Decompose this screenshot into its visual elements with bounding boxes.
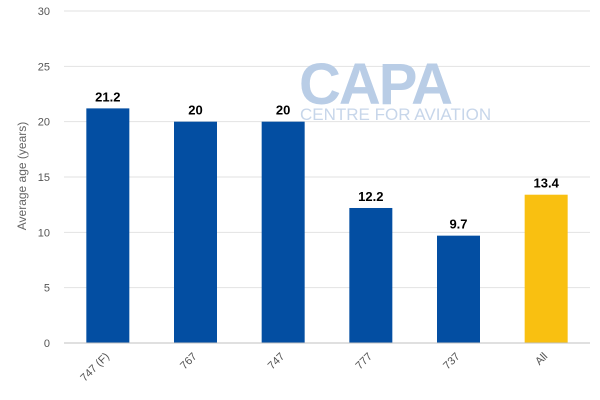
y-axis-label: Average age (years) [15, 122, 29, 231]
data-label: 13.4 [534, 176, 560, 191]
bar [261, 121, 305, 344]
x-tick-label: 747 [266, 351, 287, 372]
bar [86, 108, 130, 344]
bars [86, 108, 568, 344]
bar [349, 207, 393, 343]
x-tick-label: 747 (F) [78, 351, 112, 385]
y-tick-label: 15 [38, 172, 50, 184]
y-tick-label: 0 [44, 338, 50, 350]
y-axis-ticks: 0 5 10 15 20 25 30 [38, 6, 50, 350]
y-tick-label: 5 [44, 283, 50, 295]
y-tick-label: 25 [38, 61, 50, 73]
watermark-logo: CAPA [299, 52, 452, 117]
x-tick-label: 737 [441, 351, 462, 372]
x-tick-label: 767 [178, 351, 199, 372]
y-tick-label: 10 [38, 227, 50, 239]
capa-watermark: CAPA CENTRE FOR AVIATION [299, 52, 491, 124]
bar [524, 194, 568, 343]
data-labels: 21.2 20 20 12.2 9.7 13.4 [95, 89, 559, 231]
data-label: 20 [276, 103, 290, 118]
data-label: 21.2 [95, 89, 120, 104]
x-tick-label: 777 [353, 351, 374, 372]
bar [437, 235, 480, 343]
x-tick-label: All [533, 351, 550, 368]
watermark-tagline: CENTRE FOR AVIATION [300, 105, 491, 124]
y-tick-label: 20 [38, 117, 50, 129]
x-axis-ticks: 747 (F) 767 747 777 737 All [78, 351, 550, 385]
bar [174, 121, 217, 344]
y-tick-label: 30 [38, 6, 50, 18]
data-label: 9.7 [449, 217, 467, 232]
data-label: 12.2 [358, 189, 383, 204]
data-label: 20 [188, 103, 202, 118]
gridlines [64, 10, 590, 289]
